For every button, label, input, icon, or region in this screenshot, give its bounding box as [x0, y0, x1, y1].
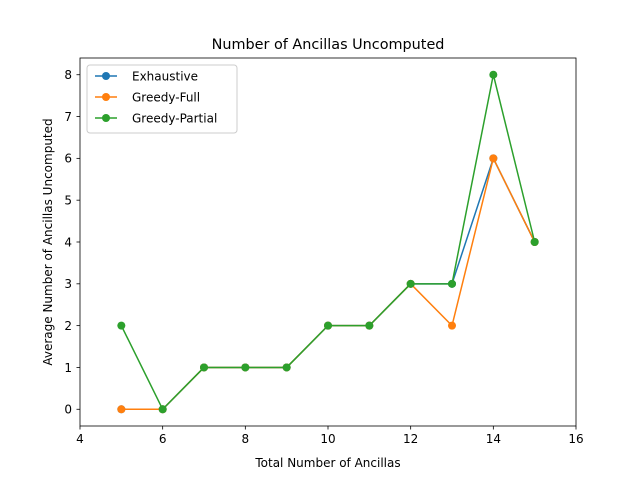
x-axis-label: Total Number of Ancillas — [254, 456, 400, 470]
legend-marker — [102, 93, 110, 101]
legend-item: Exhaustive — [95, 69, 198, 83]
y-tick-label: 1 — [64, 361, 72, 375]
x-tick-label: 4 — [76, 432, 84, 446]
x-tick-label: 16 — [568, 432, 583, 446]
data-point — [324, 321, 332, 330]
data-point — [282, 363, 291, 372]
x-tick-label: 6 — [159, 432, 167, 446]
y-tick-label: 2 — [64, 319, 72, 333]
data-point — [200, 363, 208, 372]
x-axis: 4 6 8 10 12 14 16 — [76, 426, 584, 446]
data-point — [448, 321, 456, 330]
x-tick-label: 12 — [403, 432, 418, 446]
y-tick-label: 4 — [64, 235, 72, 249]
y-tick-label: 6 — [64, 152, 72, 166]
data-point — [406, 279, 415, 288]
series-greedy-partial — [117, 70, 539, 414]
series-line — [121, 157, 536, 411]
series-line — [121, 157, 536, 411]
data-point — [489, 154, 498, 163]
legend-box — [86, 64, 238, 134]
legend-item: Greedy-Full — [95, 90, 200, 104]
data-point — [489, 70, 498, 79]
y-axis-label: Average Number of Ancillas Uncomputed — [41, 118, 55, 365]
legend-label: Greedy-Full — [132, 90, 200, 104]
legend-marker — [102, 72, 110, 80]
x-tick-label: 8 — [242, 432, 250, 446]
y-tick-label: 3 — [64, 277, 72, 291]
legend-label: Exhaustive — [132, 69, 198, 83]
data-point — [117, 405, 126, 414]
y-tick-label: 5 — [64, 193, 72, 207]
legend-label: Greedy-Partial — [132, 111, 217, 125]
data-point — [365, 321, 374, 330]
legend-item: Greedy-Partial — [95, 111, 217, 125]
series-greedy-full — [117, 154, 539, 414]
x-tick-label: 14 — [486, 432, 501, 446]
y-tick-label: 0 — [64, 403, 72, 417]
data-point — [241, 363, 250, 372]
legend: Exhaustive Greedy-Full Greedy-Partial — [86, 64, 238, 134]
y-tick-label: 7 — [64, 110, 72, 124]
y-axis: 0 1 2 3 4 5 6 7 8 — [64, 68, 80, 417]
plot-area — [79, 57, 577, 427]
data-point — [530, 238, 539, 246]
data-point — [158, 405, 167, 414]
y-tick-label: 8 — [64, 68, 72, 82]
data-point — [448, 279, 456, 288]
legend-marker — [102, 114, 110, 122]
series-exhaustive — [117, 154, 539, 414]
chart-title: Number of Ancillas Uncomputed — [212, 37, 445, 53]
data-point — [117, 321, 126, 330]
x-tick-label: 10 — [320, 432, 335, 446]
